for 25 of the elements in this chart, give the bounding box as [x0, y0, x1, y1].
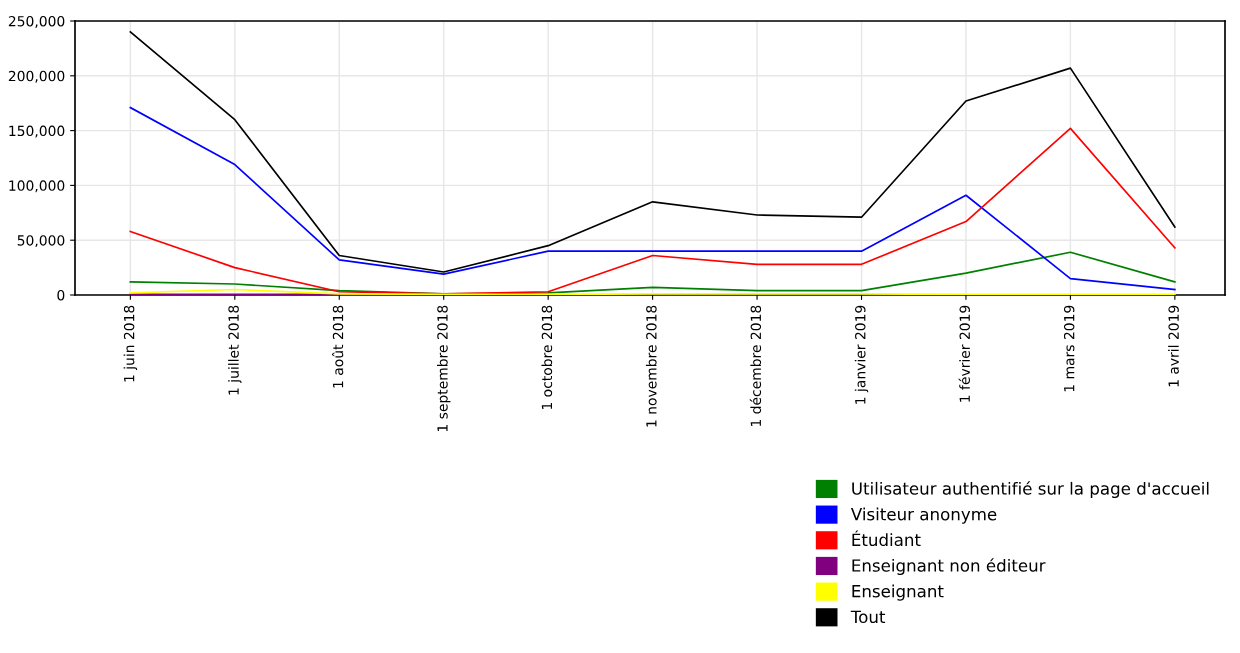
- legend-label: Enseignant: [852, 584, 944, 601]
- x-tick-label: 1 mars 2019: [1063, 305, 1075, 392]
- y-tick-label: 50,000: [17, 235, 65, 248]
- x-tick-label: 1 juin 2018: [123, 305, 138, 382]
- y-tick-label: 150,000: [9, 125, 65, 138]
- legend-label: Étudiant: [852, 530, 921, 547]
- line-series: [129, 31, 1176, 273]
- x-tick-label: 1 février 2019: [958, 305, 970, 402]
- legend-label: Visiteur anonyme: [850, 507, 997, 524]
- legend-label: Enseignant non éditeur: [852, 558, 1046, 576]
- x-tick-label: 1 octobre 2018: [541, 305, 553, 410]
- x-tick-label: 1 juillet 2018: [228, 305, 242, 395]
- y-tick-label: 0: [57, 289, 65, 301]
- x-tick-label: 1 décembre 2018: [749, 305, 762, 427]
- x-tick-label: 1 novembre 2018: [645, 305, 657, 427]
- legend-label: Utilisateur authentifié sur la page d'accueil: [852, 481, 1209, 499]
- x-tick-label: 1 avril 2019: [1168, 305, 1179, 387]
- y-tick-label: 100,000: [9, 180, 65, 193]
- line-series: [129, 251, 1176, 295]
- x-tick-label: 1 septembre 2018: [436, 305, 451, 432]
- y-tick-label: 200,000: [8, 70, 65, 83]
- legend-label: Tout: [850, 610, 886, 624]
- x-tick-label: 1 janvier 2019: [854, 305, 869, 404]
- x-tick-label: 1 août 2018: [331, 305, 344, 388]
- y-tick-label: 250,000: [8, 15, 65, 28]
